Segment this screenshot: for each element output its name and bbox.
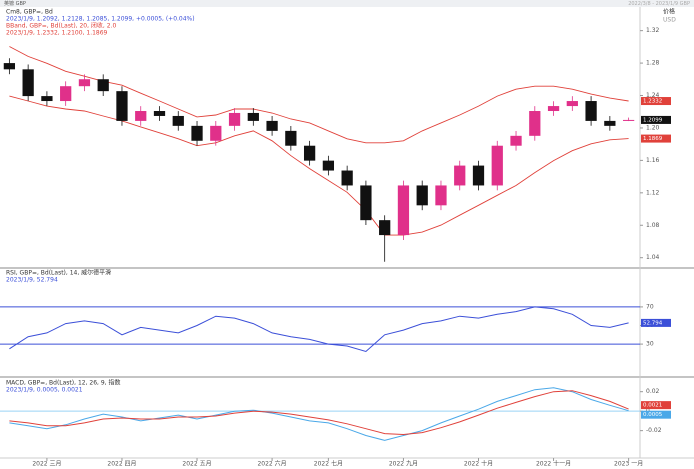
x-tick-label: 2022 九月 — [389, 460, 418, 468]
candle-body — [266, 120, 278, 131]
candle-body — [303, 145, 316, 161]
candle-body — [491, 145, 503, 186]
series-line — [9, 306, 629, 353]
panel-title: RSI, GBP=, Bd(Last), 14, 威尔德平滑 — [6, 269, 111, 277]
candle-body — [435, 185, 447, 206]
x-tick-label: 2023 一月 — [614, 461, 643, 468]
y-tick-label: 0.02 — [646, 388, 660, 395]
x-tick-label: 2022 十一月 — [536, 460, 571, 468]
candle-body — [228, 112, 241, 126]
series-last-value: 52.794 — [643, 320, 663, 326]
candle-body — [78, 79, 91, 87]
y-tick-label: 1.32 — [646, 27, 660, 34]
candle-body — [41, 96, 53, 102]
candle-body — [60, 86, 72, 102]
candle-body — [172, 115, 184, 126]
y-tick-label: 70 — [646, 303, 654, 310]
candle-body — [3, 63, 16, 70]
candle-body — [397, 185, 410, 236]
x-tick-label: 2022 十月 — [464, 460, 493, 468]
candle-body — [416, 185, 428, 206]
y-tick-label: 1.20 — [646, 124, 660, 131]
band-upper-last: 1.2332 — [643, 99, 662, 105]
candle-body — [153, 111, 166, 116]
candle-body — [529, 111, 541, 136]
x-tick-label: 2022 四月 — [107, 461, 136, 468]
last-price: 1.2099 — [643, 117, 663, 123]
candle-body — [210, 125, 222, 141]
band-upper-last-box — [641, 97, 671, 106]
candle-body — [341, 170, 353, 186]
band-values: 2023/1/9, 1.2332, 1.2100, 1.1869 — [6, 30, 108, 37]
x-tick-label: 2022 三月 — [32, 461, 61, 468]
band-lower-last-box — [641, 134, 671, 143]
y-tick-label: 1.08 — [646, 222, 660, 229]
y-axis-title: 价格 — [663, 8, 675, 16]
top-bar — [0, 0, 694, 7]
candle-body — [285, 130, 297, 146]
series-last-value-box — [641, 401, 671, 410]
x-tick-label: 2022 七月 — [314, 460, 343, 468]
series-last-value-box — [641, 410, 671, 419]
y-tick-label: 1.24 — [646, 92, 660, 99]
y-tick-label: 1.16 — [646, 157, 660, 164]
y-tick-label: 1.12 — [646, 189, 660, 196]
panel-title: Cm8, GBP=, Bd — [6, 9, 53, 16]
candle-body — [322, 160, 335, 171]
candle-body — [116, 91, 128, 121]
candle-body — [379, 220, 391, 236]
band-title: BBand, GBP=, Bd(Last), 20, 闭收, 2.0 — [6, 22, 116, 30]
series-line — [9, 390, 629, 436]
panel-title: MACD, GBP=, Bd(Last), 12, 26, 9, 指数 — [6, 379, 120, 387]
instrument-title: 英镑 GBP — [4, 0, 26, 7]
x-tick-label: 2022 五月 — [182, 461, 211, 468]
date-range: 2022/3/8 - 2023/1/9 GBP — [628, 1, 690, 7]
candle-body — [566, 101, 578, 107]
last-price-box — [641, 115, 671, 124]
candle-body — [191, 125, 203, 141]
candle-body — [360, 185, 372, 221]
band-upper — [9, 46, 629, 144]
candle-body — [247, 112, 259, 121]
panel-values: 2023/1/9, 0.0005, 0.0021 — [6, 387, 83, 394]
candle-body — [622, 119, 635, 121]
series-last-value: 0.0005 — [643, 412, 663, 418]
y-axis-unit: USD — [663, 17, 676, 24]
band-lower-last: 1.1869 — [643, 136, 663, 142]
candle-body — [585, 101, 597, 121]
panel-values: 2023/1/9, 52.794 — [6, 277, 58, 284]
x-tick-label: 2022 六月 — [257, 460, 286, 468]
candle-body — [454, 165, 466, 186]
y-tick-label: -0.02 — [646, 427, 662, 434]
series-last-value: 0.0021 — [643, 403, 662, 409]
candle-body — [135, 111, 147, 121]
candle-body — [604, 120, 616, 126]
candle-body — [510, 135, 522, 146]
series-line — [9, 387, 629, 441]
candle-body — [97, 79, 109, 92]
series-last-value-box — [641, 318, 671, 327]
y-tick-label: 1.28 — [646, 60, 660, 67]
y-tick-label: 1.04 — [646, 254, 660, 261]
candle-body — [472, 165, 485, 186]
candle-body — [22, 69, 34, 97]
panel-values: 2023/1/9, 1.2092, 1.2128, 1.2085, 1.2099… — [6, 16, 195, 23]
candle-body — [547, 106, 560, 112]
y-tick-label: 30 — [646, 341, 654, 348]
band-lower — [9, 95, 629, 236]
